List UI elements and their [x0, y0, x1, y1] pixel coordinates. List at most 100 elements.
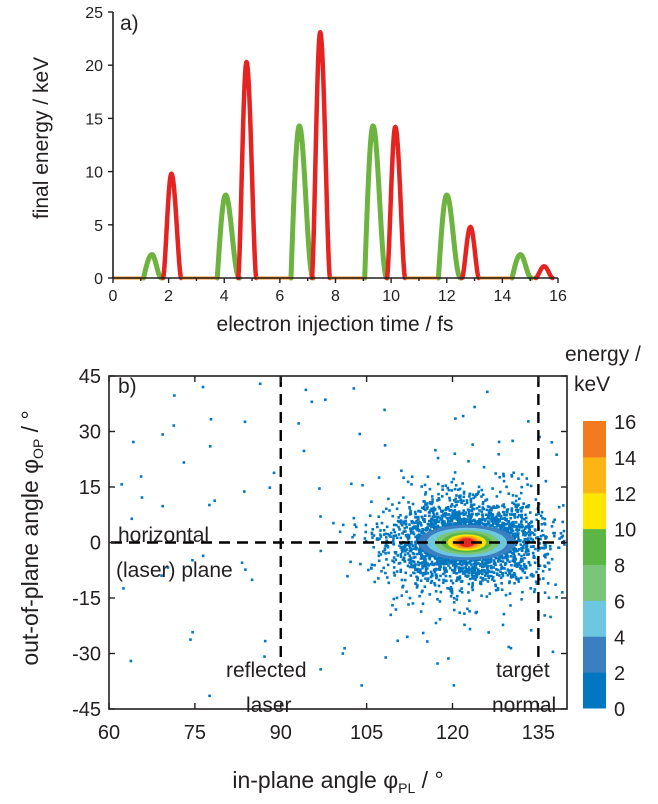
scatter-point [417, 509, 421, 513]
scatter-point [433, 570, 437, 574]
scatter-point [416, 570, 420, 574]
scatter-point [435, 575, 439, 578]
scatter-point [310, 400, 314, 404]
scatter-point [477, 485, 481, 489]
scatter-point [477, 562, 481, 565]
scatter-point [258, 382, 262, 386]
scatter-point [418, 550, 421, 554]
scatter-point [515, 528, 518, 532]
scatter-point [460, 501, 464, 505]
scatter-point [515, 494, 518, 498]
scatter-point [438, 567, 441, 571]
scatter-point [455, 514, 459, 518]
panel-a-y-axis-label: final energy / keV [30, 57, 53, 219]
green-peak-4 [362, 123, 390, 281]
scatter-point [435, 568, 439, 571]
scatter-point [457, 495, 461, 498]
scatter-point [410, 547, 413, 550]
scatter-point [517, 553, 521, 556]
scatter-point [409, 558, 413, 561]
scatter-point [403, 553, 407, 556]
scatter-point [453, 487, 457, 491]
scatter-point [399, 568, 403, 572]
scatter-point [429, 570, 433, 574]
scatter-point [526, 553, 529, 556]
scatter-point [436, 456, 440, 460]
scatter-point [439, 590, 443, 594]
scatter-point [421, 564, 424, 567]
scatter-point [499, 559, 503, 563]
scatter-point [507, 645, 511, 649]
scatter-point [484, 561, 488, 565]
scatter-point [166, 566, 170, 569]
scatter-point [424, 503, 427, 506]
colorbar-tick-label: 16 [614, 412, 636, 434]
scatter-point [510, 568, 514, 572]
scatter-point [399, 522, 403, 525]
scatter-point [503, 527, 507, 531]
scatter-point [386, 563, 390, 567]
scatter-point [525, 566, 528, 570]
scatter-point [430, 495, 434, 498]
panel-b-y-tick-label: 0 [90, 533, 101, 555]
scatter-point [436, 556, 440, 560]
scatter-point [523, 571, 527, 574]
scatter-point [410, 530, 413, 534]
panel-a-y-tick-label: 15 [85, 111, 103, 128]
scatter-point [431, 515, 435, 519]
scatter-point [440, 514, 444, 518]
scatter-point [438, 561, 441, 564]
scatter-point [418, 569, 421, 573]
scatter-point [453, 559, 457, 562]
scatter-point [430, 507, 433, 511]
scatter-point [492, 506, 496, 510]
scatter-point [448, 496, 451, 500]
scatter-point [397, 525, 400, 529]
scatter-point [416, 522, 420, 525]
scatter-point [460, 559, 463, 563]
scatter-point [450, 480, 454, 484]
scatter-point [481, 500, 485, 504]
scatter-point [461, 520, 465, 524]
scatter-point [461, 567, 464, 571]
scatter-point [387, 581, 391, 585]
scatter-point [513, 554, 516, 558]
scatter-point [454, 500, 458, 504]
scatter-point [350, 482, 353, 486]
scatter-point [369, 566, 373, 570]
scatter-point [438, 618, 442, 621]
scatter-point [182, 461, 186, 464]
scatter-point [512, 522, 515, 526]
scatter-point [524, 550, 528, 554]
scatter-point [535, 518, 539, 522]
scatter-point [524, 564, 528, 568]
scatter-point [549, 615, 552, 619]
scatter-point [414, 541, 417, 545]
scatter-point [474, 570, 477, 573]
scatter-point [449, 585, 453, 589]
scatter-point [473, 405, 476, 409]
scatter-point [464, 559, 467, 562]
scatter-point [442, 578, 445, 582]
scatter-point [495, 518, 499, 522]
scatter-point [388, 509, 391, 512]
scatter-point [417, 548, 421, 552]
scatter-point [537, 512, 540, 516]
scatter-point [532, 574, 535, 577]
red-peak-2 [235, 59, 259, 281]
scatter-point [423, 514, 427, 517]
scatter-point [490, 516, 494, 520]
scatter-point [444, 484, 448, 487]
scatter-point [405, 590, 408, 594]
panel-a-y-tick-label: 10 [85, 165, 103, 182]
scatter-point [486, 520, 490, 523]
scatter-point [383, 547, 387, 550]
scatter-point [520, 549, 524, 552]
scatter-point [509, 646, 513, 650]
scatter-point [475, 575, 479, 579]
scatter-point [478, 519, 481, 523]
scatter-point [521, 505, 524, 509]
scatter-point [407, 501, 410, 504]
scatter-point [446, 513, 449, 516]
scatter-point [263, 639, 267, 643]
